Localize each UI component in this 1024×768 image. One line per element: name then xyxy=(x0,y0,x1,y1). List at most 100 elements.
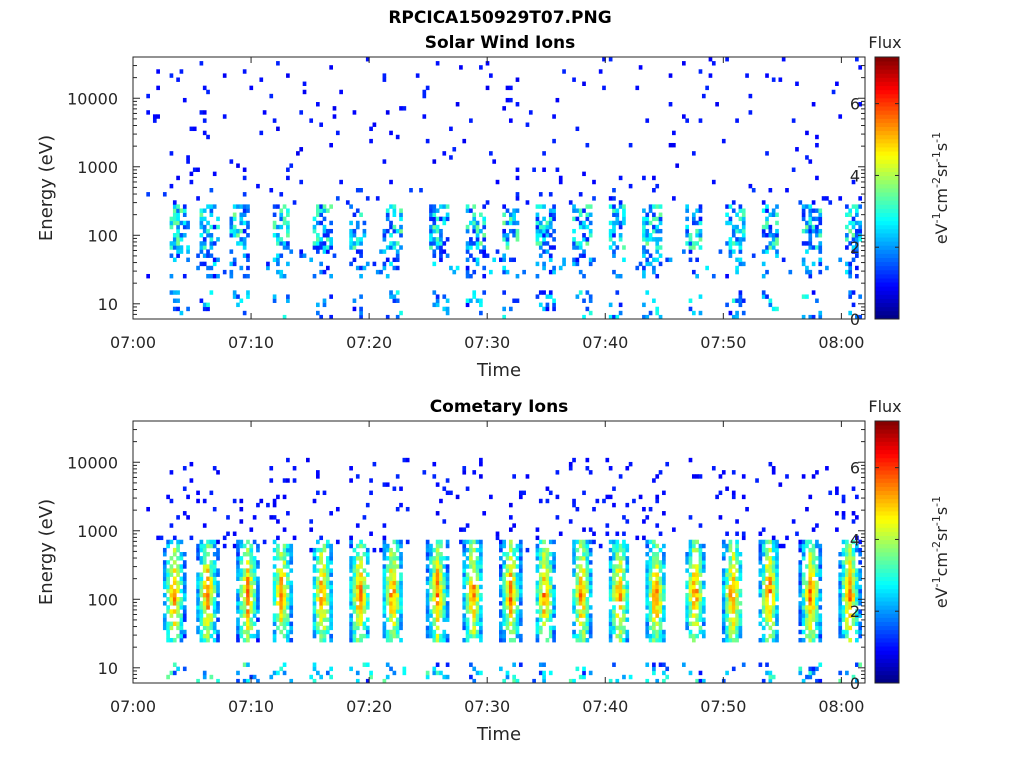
heatmap-cell xyxy=(608,576,613,581)
heatmap-cell xyxy=(312,662,317,667)
heatmap-cell xyxy=(648,237,653,242)
heatmap-cell xyxy=(442,572,447,577)
heatmap-cell xyxy=(652,670,656,676)
colorbar-segment xyxy=(875,666,899,672)
heatmap-cell xyxy=(479,584,483,590)
heatmap-cell xyxy=(239,576,244,581)
heatmap-cell xyxy=(721,576,726,581)
heatmap-cell xyxy=(425,588,430,594)
heatmap-cell xyxy=(445,609,450,614)
heatmap-cell xyxy=(542,306,546,312)
heatmap-cell xyxy=(771,633,776,639)
heatmap-cell xyxy=(608,547,613,553)
heatmap-cell xyxy=(229,224,234,230)
heatmap-cell xyxy=(612,502,616,508)
heatmap-cell xyxy=(335,130,340,136)
heatmap-cell xyxy=(545,605,550,610)
heatmap-cell xyxy=(811,224,816,230)
heatmap-cell xyxy=(588,629,593,635)
heatmap-cell xyxy=(502,269,507,275)
heatmap-cell xyxy=(768,568,773,573)
heatmap-cell xyxy=(389,560,393,565)
heatmap-cell xyxy=(652,666,656,672)
heatmap-cell xyxy=(765,564,769,569)
heatmap-cell xyxy=(435,302,440,308)
heatmap-cell xyxy=(578,543,583,549)
heatmap-cell xyxy=(728,633,733,639)
heatmap-cell xyxy=(855,220,859,226)
colorbar-tick-label: 2 xyxy=(850,238,860,257)
heatmap-cell xyxy=(352,572,357,577)
heatmap-cell xyxy=(808,609,813,614)
heatmap-cell xyxy=(282,560,287,565)
heatmap-cell xyxy=(325,543,330,549)
heatmap-cell xyxy=(728,204,733,209)
heatmap-cell xyxy=(815,625,819,631)
heatmap-cell xyxy=(292,535,297,541)
heatmap-cell xyxy=(808,552,813,557)
heatmap-cell xyxy=(758,588,763,594)
heatmap-cell xyxy=(236,576,240,581)
heatmap-cell xyxy=(365,597,370,602)
heatmap-cell xyxy=(196,609,200,614)
heatmap-cell xyxy=(811,588,816,594)
heatmap-cell xyxy=(841,576,846,581)
heatmap-cell xyxy=(642,506,646,512)
heatmap-cell xyxy=(475,588,480,594)
heatmap-cell xyxy=(515,175,520,181)
heatmap-cell xyxy=(499,629,503,635)
heatmap-cell xyxy=(695,678,699,684)
heatmap-cell xyxy=(502,265,507,271)
heatmap-cell xyxy=(741,535,746,541)
heatmap-cell xyxy=(585,212,590,217)
heatmap-cell xyxy=(738,241,743,246)
heatmap-cell xyxy=(332,253,337,258)
heatmap-cell xyxy=(499,592,503,598)
heatmap-cell xyxy=(502,588,507,594)
heatmap-cell xyxy=(818,572,823,577)
heatmap-cell xyxy=(435,613,440,618)
heatmap-cell xyxy=(685,224,690,230)
heatmap-cell xyxy=(479,670,483,676)
heatmap-cell xyxy=(252,572,257,577)
heatmap-cell xyxy=(359,617,363,622)
heatmap-cell xyxy=(249,633,254,639)
heatmap-cell xyxy=(688,539,693,545)
heatmap-cell xyxy=(196,617,200,622)
heatmap-cell xyxy=(399,106,403,111)
heatmap-cell xyxy=(236,564,240,569)
heatmap-cell xyxy=(688,592,693,598)
heatmap-cell xyxy=(316,597,320,602)
heatmap-cell xyxy=(232,261,237,267)
heatmap-cell xyxy=(622,556,626,561)
heatmap-cell xyxy=(771,568,776,573)
heatmap-cell xyxy=(462,617,467,622)
heatmap-cell xyxy=(379,269,383,275)
heatmap-cell xyxy=(855,237,859,242)
heatmap-cell xyxy=(768,228,773,234)
heatmap-cell xyxy=(176,249,180,254)
heatmap-cell xyxy=(775,580,779,586)
heatmap-cell xyxy=(392,204,397,209)
heatmap-cell xyxy=(691,547,696,553)
heatmap-cell xyxy=(538,605,543,610)
heatmap-cell xyxy=(768,212,773,217)
heatmap-cell xyxy=(252,576,257,581)
heatmap-cell xyxy=(708,73,713,78)
heatmap-cell xyxy=(212,241,217,246)
heatmap-cell xyxy=(691,592,696,598)
heatmap-cell xyxy=(355,613,360,618)
heatmap-cell xyxy=(209,253,214,258)
heatmap-cell xyxy=(508,118,513,123)
heatmap-cell xyxy=(725,609,729,614)
heatmap-cell xyxy=(329,245,333,250)
heatmap-cell xyxy=(622,543,626,549)
heatmap-cell xyxy=(645,584,650,590)
colorbar-segment xyxy=(875,670,899,676)
heatmap-cell xyxy=(735,584,739,590)
heatmap-cell xyxy=(156,535,160,541)
heatmap-cell xyxy=(425,674,430,680)
heatmap-cell xyxy=(435,617,440,622)
heatmap-cell xyxy=(312,552,317,557)
heatmap-cell xyxy=(542,552,546,557)
